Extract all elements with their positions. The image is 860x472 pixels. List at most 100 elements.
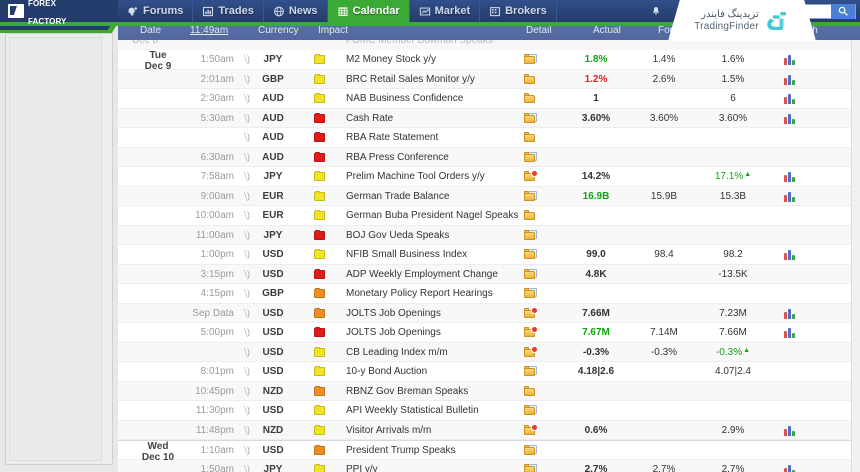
calendar-event-row[interactable]: 3:15pm ⧹) USD ADP Weekly Employment Change 4… (118, 264, 860, 284)
event-detail-toggle[interactable] (524, 54, 537, 68)
column-header-currency[interactable]: Currency (258, 25, 299, 36)
audio-speaker-icon[interactable]: ⧹) (243, 112, 251, 123)
detail-folder-icon[interactable] (524, 73, 537, 85)
event-graph-button[interactable] (784, 464, 797, 472)
event-title[interactable]: President Trump Speaks (346, 445, 456, 456)
calendar-event-row[interactable]: 5:00pm ⧹) USD JOLTS Job Openings 7.67M 7.14M 7… (118, 323, 860, 343)
event-detail-toggle[interactable] (524, 249, 537, 263)
detail-folder-icon[interactable] (524, 210, 537, 221)
detail-folder-icon[interactable] (524, 345, 538, 358)
event-detail-toggle[interactable] (524, 445, 537, 459)
event-detail-toggle[interactable] (524, 268, 537, 283)
detail-folder-icon[interactable] (524, 112, 537, 124)
nav-item-market[interactable]: Market (410, 0, 481, 22)
event-currency[interactable]: AUD (262, 151, 284, 163)
column-header-time[interactable]: 11:49am (190, 25, 229, 36)
event-detail-toggle[interactable] (524, 229, 537, 244)
nav-item-calendar[interactable]: Calendar (327, 0, 410, 22)
event-currency[interactable]: USD (262, 445, 284, 456)
event-currency[interactable]: NZD (262, 424, 284, 436)
audio-speaker-icon[interactable]: ⧹) (243, 366, 251, 376)
calendar-scrollbar[interactable] (851, 40, 860, 472)
event-title[interactable]: German Trade Balance (346, 190, 450, 202)
calendar-event-row[interactable]: Sep Data ⧹) USD JOLTS Job Openings 7.66M 7.23… (118, 303, 860, 323)
audio-speaker-icon[interactable]: ⧹) (243, 151, 251, 162)
detail-folder-icon[interactable] (524, 405, 537, 416)
detail-folder-icon[interactable] (524, 190, 537, 202)
impact-indicator[interactable] (314, 229, 325, 243)
event-currency[interactable]: USD (262, 405, 284, 416)
impact-indicator[interactable] (314, 288, 325, 301)
column-header-impact[interactable]: Impact (318, 25, 349, 36)
audio-speaker-icon[interactable]: ⧹) (243, 249, 251, 259)
impact-indicator[interactable] (314, 171, 325, 184)
event-graph-button[interactable] (784, 54, 797, 68)
event-title[interactable]: NAB Business Confidence (346, 93, 464, 104)
calendar-event-row[interactable]: 1:50am ⧹) JPY PPI y/y 2.7% 2.7% 2.7% (118, 459, 860, 472)
column-header-date[interactable]: Date (140, 25, 162, 36)
event-title[interactable]: ADP Weekly Employment Change (346, 268, 498, 280)
event-currency[interactable]: GBP (262, 288, 284, 299)
event-currency[interactable]: EUR (262, 190, 284, 202)
impact-indicator[interactable] (314, 112, 325, 126)
detail-folder-icon[interactable] (524, 288, 537, 299)
event-currency[interactable]: JPY (263, 463, 283, 472)
calendar-event-row[interactable]: 2:01am ⧹) GBP BRC Retail Sales Monitor y/y 1… (118, 69, 860, 89)
event-detail-toggle[interactable] (524, 405, 537, 419)
event-detail-toggle[interactable] (524, 306, 538, 322)
event-graph-button[interactable] (784, 308, 797, 322)
event-currency[interactable]: JPY (263, 54, 283, 65)
event-currency[interactable]: USD (262, 327, 284, 338)
detail-folder-icon[interactable] (524, 54, 537, 65)
event-currency[interactable]: AUD (262, 132, 284, 143)
detail-folder-icon[interactable] (524, 268, 537, 280)
event-detail-toggle[interactable] (524, 210, 537, 224)
event-graph-button[interactable] (784, 191, 797, 205)
event-currency[interactable]: EUR (262, 210, 284, 221)
calendar-event-row[interactable]: 2:30am ⧹) AUD NAB Business Confidence 1 6 (118, 89, 860, 109)
impact-indicator[interactable] (314, 366, 325, 379)
event-currency[interactable]: NZD (262, 385, 284, 397)
event-graph-button[interactable] (784, 113, 797, 127)
nav-item-trades[interactable]: Trades (193, 0, 264, 22)
event-title[interactable]: Monetary Policy Report Hearings (346, 288, 493, 299)
detail-folder-icon[interactable] (524, 366, 537, 377)
event-currency[interactable]: GBP (262, 73, 284, 85)
audio-speaker-icon[interactable]: ⧹) (243, 229, 251, 240)
impact-indicator[interactable] (314, 463, 325, 472)
event-title[interactable]: PPI y/y (346, 463, 378, 472)
event-graph-button[interactable] (784, 327, 797, 341)
impact-indicator[interactable] (314, 327, 325, 340)
calendar-event-row[interactable]: 6:30am ⧹) AUD RBA Press Conference (118, 147, 860, 167)
event-title[interactable]: M2 Money Stock y/y (346, 54, 437, 65)
calendar-event-row[interactable]: 11:30pm ⧹) USD API Weekly Statistical Bulle… (118, 401, 860, 421)
event-title[interactable]: German Buba President Nagel Speaks (346, 210, 519, 221)
detail-folder-icon[interactable] (524, 151, 537, 163)
event-detail-toggle[interactable] (524, 345, 538, 361)
event-title[interactable]: BOJ Gov Ueda Speaks (346, 229, 450, 241)
audio-speaker-icon[interactable]: ⧹) (243, 171, 251, 181)
detail-folder-icon[interactable] (524, 445, 537, 456)
audio-speaker-icon[interactable]: ⧹) (243, 424, 251, 435)
audio-speaker-icon[interactable]: ⧹) (243, 327, 251, 337)
audio-speaker-icon[interactable]: ⧹) (243, 346, 251, 357)
audio-speaker-icon[interactable]: ⧹) (243, 307, 251, 318)
event-title[interactable]: Cash Rate (346, 112, 394, 124)
event-detail-toggle[interactable] (524, 366, 537, 380)
event-currency[interactable]: USD (262, 249, 284, 260)
event-currency[interactable]: JPY (263, 229, 283, 241)
impact-indicator[interactable] (314, 190, 325, 204)
calendar-event-row[interactable]: 11:48pm ⧹) NZD Visitor Arrivals m/m 0.6% 2.9% (118, 420, 860, 440)
event-detail-toggle[interactable] (524, 170, 538, 185)
impact-indicator[interactable] (314, 93, 325, 106)
event-graph-button[interactable] (784, 74, 797, 88)
nav-item-news[interactable]: News (264, 0, 328, 22)
event-title[interactable]: Prelim Machine Tool Orders y/y (346, 171, 485, 182)
event-title[interactable]: JOLTS Job Openings (346, 307, 441, 319)
impact-indicator[interactable] (314, 405, 325, 418)
event-title[interactable]: RBA Press Conference (346, 151, 449, 163)
event-detail-toggle[interactable] (524, 463, 537, 472)
event-detail-toggle[interactable] (524, 190, 537, 205)
detail-folder-icon[interactable] (524, 132, 537, 143)
audio-speaker-icon[interactable]: ⧹) (243, 93, 251, 103)
